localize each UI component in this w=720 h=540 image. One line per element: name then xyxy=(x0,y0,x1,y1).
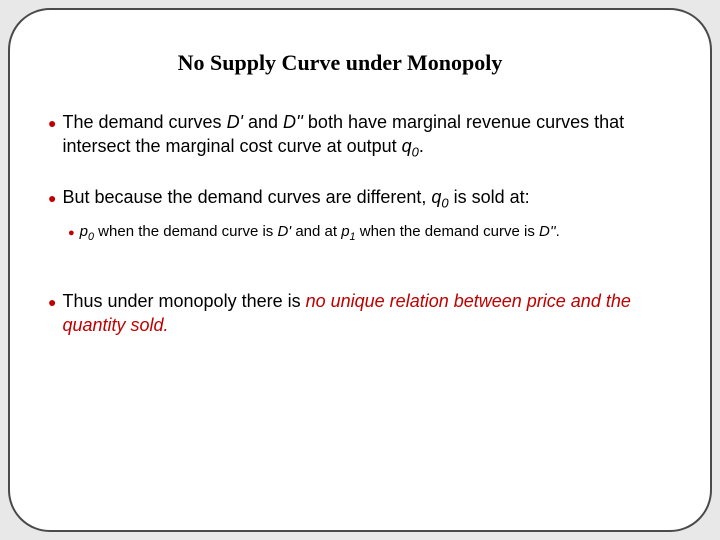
var-q: q xyxy=(402,136,412,156)
text: But because the demand curves are differ… xyxy=(62,187,431,207)
text: when the demand curve is xyxy=(356,223,539,240)
text: and at xyxy=(291,223,341,240)
var-d1: D' xyxy=(277,223,291,240)
bullet-3-text: Thus under monopoly there is no unique r… xyxy=(62,289,672,338)
text: The demand curves xyxy=(62,112,226,132)
var-d1: D' xyxy=(227,112,243,132)
var-q-sub: 0 xyxy=(412,145,419,160)
var-p: p xyxy=(80,223,88,240)
bullet-2-text: But because the demand curves are differ… xyxy=(62,185,672,212)
text: . xyxy=(419,136,424,156)
bullet-1: ● The demand curves D' and D'' both have… xyxy=(48,110,672,161)
slide-title: No Supply Curve under Monopoly xyxy=(8,50,672,76)
var-p: p xyxy=(341,223,349,240)
bullet-3: ● Thus under monopoly there is no unique… xyxy=(48,289,672,338)
bullet-icon: ● xyxy=(48,189,56,208)
text: and xyxy=(243,112,283,132)
var-d2: D'' xyxy=(283,112,303,132)
bullet-icon: ● xyxy=(68,226,75,241)
bullet-1-text: The demand curves D' and D'' both have m… xyxy=(62,110,672,161)
bullet-2: ● But because the demand curves are diff… xyxy=(48,185,672,212)
text: is sold at: xyxy=(449,187,530,207)
text: Thus under monopoly there is xyxy=(62,291,305,311)
bullet-icon: ● xyxy=(48,293,56,312)
var-q: q xyxy=(431,187,441,207)
bullet-2a: ● p0 when the demand curve is D' and at … xyxy=(68,222,672,245)
bullet-icon: ● xyxy=(48,114,56,133)
text: when the demand curve is xyxy=(94,223,277,240)
bullet-2a-text: p0 when the demand curve is D' and at p1… xyxy=(80,222,672,245)
var-d2: D'' xyxy=(539,223,556,240)
slide-frame: No Supply Curve under Monopoly ● The dem… xyxy=(8,8,712,532)
text: . xyxy=(556,223,560,240)
var-q-sub: 0 xyxy=(441,196,448,211)
